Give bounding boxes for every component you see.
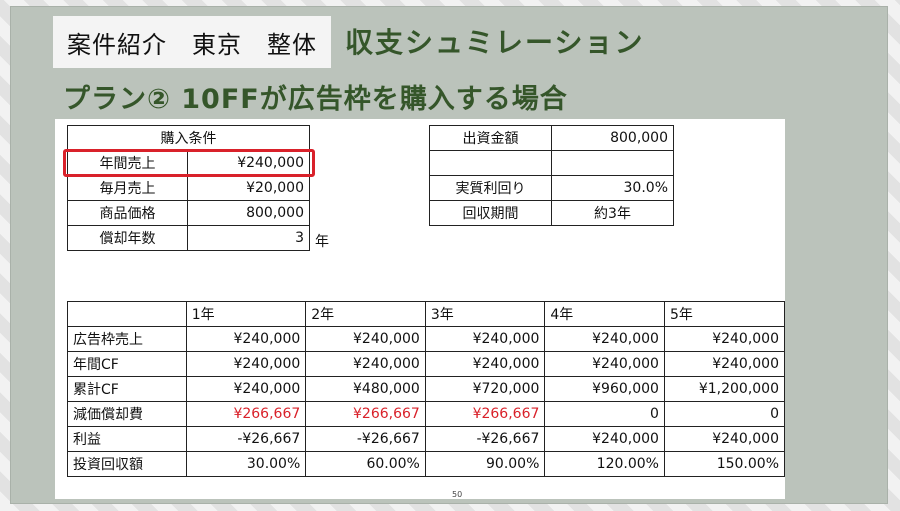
purchase-label: 毎月売上 [67,175,188,201]
corner-cell [67,301,187,327]
table-row: 利益 -¥26,667 -¥26,667 -¥26,667 ¥240,000 ¥… [67,426,786,452]
years-unit: 年 [315,234,329,250]
purchase-label: 償却年数 [67,225,188,251]
cell-value: ¥240,000 [424,326,546,352]
year-header: 5年 [663,301,786,327]
cell-value: ¥1,200,000 [663,376,786,402]
slide-subtitle: プラン② 10FFが広告枠を購入する場合 [63,84,568,115]
table-row: 年間売上 ¥240,000 [67,150,310,176]
cell-value: ¥266,667 [305,401,426,427]
cell-value: ¥240,000 [424,351,546,377]
year-header: 3年 [424,301,546,327]
cell-value: ¥720,000 [424,376,546,402]
slide: 案件紹介 東京 整体 収支シュミレーション プラン② 10FFが広告枠を購入する… [10,6,888,504]
cell-value: ¥240,000 [663,351,786,377]
cell-value: ¥960,000 [544,376,665,402]
cell-value: ¥240,000 [185,376,307,402]
table-row: 年間CF ¥240,000 ¥240,000 ¥240,000 ¥240,000… [67,351,786,377]
invest-label: 実質利回り [429,175,552,201]
cell-value: ¥240,000 [663,326,786,352]
table-header-row: 1年 2年 3年 4年 5年 [67,301,786,327]
year-header: 2年 [305,301,426,327]
table-row: 回収期間 約3年 [429,200,674,226]
cell-value: -¥26,667 [305,426,426,452]
cell-value: ¥240,000 [544,351,665,377]
table-row: 商品価格 800,000 [67,200,310,226]
purchase-value: 3 [187,225,310,251]
yearly-projection-table: 1年 2年 3年 4年 5年 広告枠売上 ¥240,000 ¥240,000 ¥… [67,301,786,477]
row-label: 利益 [67,426,187,452]
slide-title: 収支シュミレーション [345,26,645,59]
cell-value: 0 [544,401,665,427]
cell-value: ¥240,000 [185,351,307,377]
project-tag: 案件紹介 東京 整体 [53,16,331,68]
purchase-header: 購入条件 [67,125,310,151]
cell-value: ¥240,000 [663,426,786,452]
table-row: 広告枠売上 ¥240,000 ¥240,000 ¥240,000 ¥240,00… [67,326,786,352]
table-row: 出資金額 800,000 [429,125,674,151]
year-header: 1年 [185,301,307,327]
invest-value: 30.0% [551,175,674,201]
row-label: 投資回収額 [67,451,187,477]
table-row [429,150,674,176]
cell-value: ¥240,000 [185,326,307,352]
row-label: 累計CF [67,376,187,402]
table-row: 償却年数 3 [67,225,310,251]
purchase-value: 800,000 [187,200,310,226]
cell-value: ¥240,000 [544,326,665,352]
cell-value: -¥26,667 [424,426,546,452]
cell-value: ¥240,000 [544,426,665,452]
cell-value: 0 [663,401,786,427]
invest-label: 出資金額 [429,125,552,151]
table-row: 実質利回り 30.0% [429,175,674,201]
cell-value: ¥266,667 [185,401,307,427]
row-label: 広告枠売上 [67,326,187,352]
row-label: 減価償却費 [67,401,187,427]
cell-value: 150.00% [663,451,786,477]
year-header: 4年 [544,301,665,327]
spreadsheet-area: 購入条件 年間売上 ¥240,000 毎月売上 ¥20,000 商品価格 800… [55,119,786,499]
page-number: 50 [452,490,463,499]
table-row: 累計CF ¥240,000 ¥480,000 ¥720,000 ¥960,000… [67,376,786,402]
annual-sales-highlight-box [63,149,315,177]
invest-value: 800,000 [551,125,674,151]
invest-label: 回収期間 [429,200,552,226]
invest-label [429,150,552,176]
purchase-label: 商品価格 [67,200,188,226]
row-label: 年間CF [67,351,187,377]
cell-value: ¥480,000 [305,376,426,402]
table-row: 投資回収額 30.00% 60.00% 90.00% 120.00% 150.0… [67,451,786,477]
cell-value: ¥240,000 [305,351,426,377]
invest-value: 約3年 [551,200,674,226]
cell-value: -¥26,667 [185,426,307,452]
purchase-value: ¥20,000 [187,175,310,201]
cell-value: 60.00% [305,451,426,477]
cell-value: ¥240,000 [305,326,426,352]
cell-value: ¥266,667 [424,401,546,427]
cell-value: 120.00% [544,451,665,477]
purchase-conditions-table: 購入条件 年間売上 ¥240,000 毎月売上 ¥20,000 商品価格 800… [67,125,310,251]
cell-value: 90.00% [424,451,546,477]
invest-value [551,150,674,176]
cell-value: 30.00% [185,451,307,477]
table-row: 減価償却費 ¥266,667 ¥266,667 ¥266,667 0 0 [67,401,786,427]
table-row: 毎月売上 ¥20,000 [67,175,310,201]
investment-summary-table: 出資金額 800,000 実質利回り 30.0% 回収期間 約3年 [429,125,674,226]
